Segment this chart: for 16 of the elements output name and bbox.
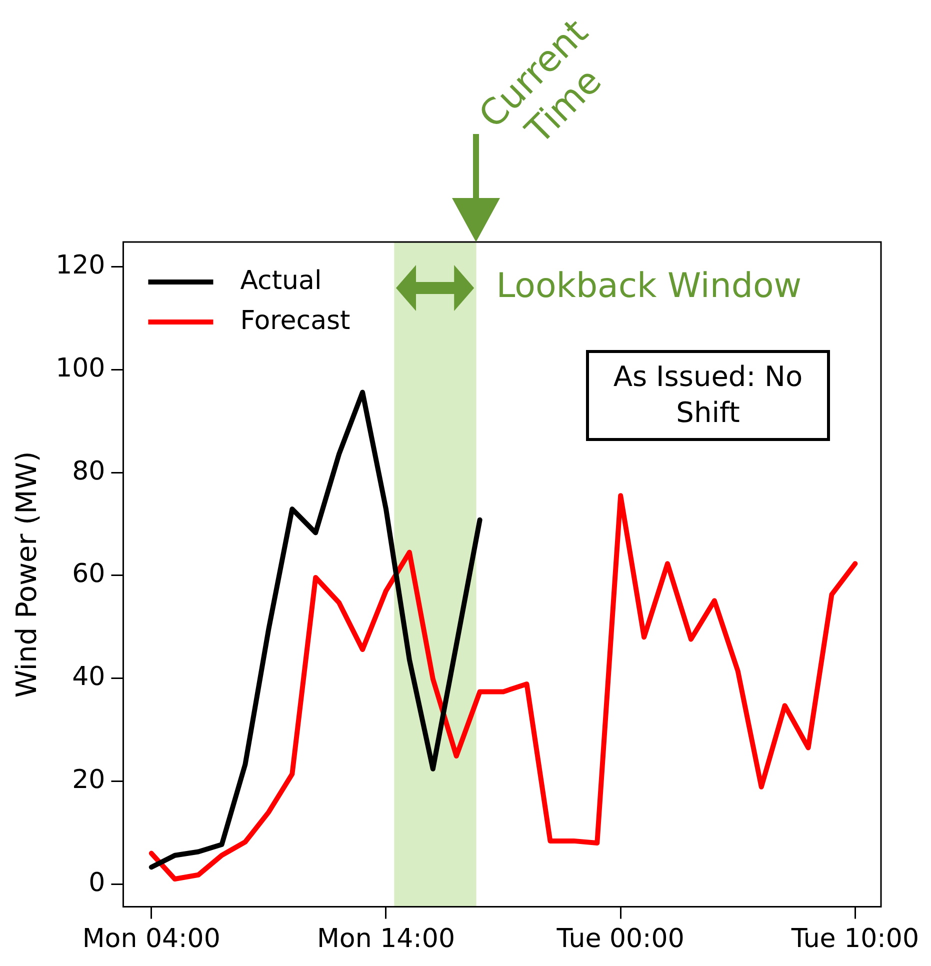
y-tick-label: 100 [56, 353, 106, 384]
x-tick-label: Tue 10:00 [790, 924, 919, 954]
legend-label: Forecast [240, 306, 350, 336]
y-tick-label: 0 [88, 868, 106, 898]
y-tick-label: 20 [72, 765, 106, 795]
x-tick-label: Tue 00:00 [556, 924, 684, 954]
x-tick-label: Mon 04:00 [82, 924, 220, 954]
x-tick-label: Mon 14:00 [316, 924, 455, 954]
y-axis-title: Wind Power (MW) [10, 451, 44, 698]
y-tick-label: 80 [72, 456, 106, 486]
legend-label: Actual [240, 266, 322, 296]
y-tick-label: 120 [56, 250, 106, 280]
y-tick-label: 60 [72, 559, 106, 590]
annotation: As Issued: No Shift [586, 350, 830, 441]
annotation: Lookback Window [496, 266, 802, 306]
y-tick-label: 40 [72, 662, 106, 692]
